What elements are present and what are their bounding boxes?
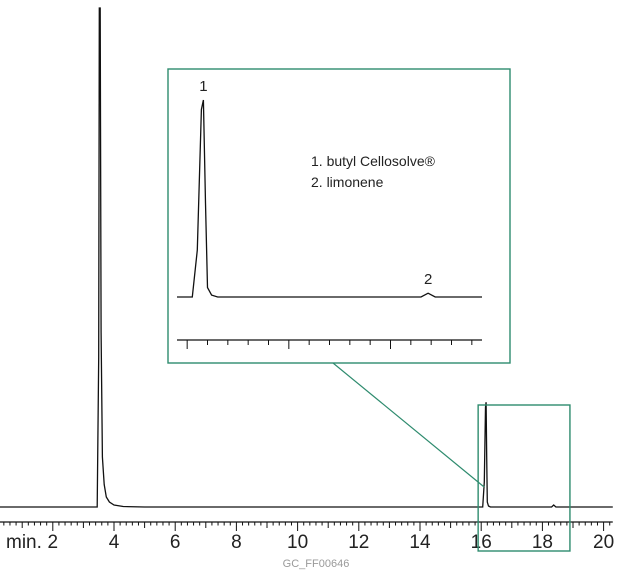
zoom-region-box xyxy=(477,404,571,552)
x-tick-label: 2 xyxy=(48,532,59,553)
inset-axis-ticks xyxy=(186,340,473,349)
x-axis-label: min. xyxy=(6,532,42,553)
legend-entry-1: 1. butyl Cellosolve® xyxy=(311,153,436,169)
x-tick-label: 10 xyxy=(287,532,308,553)
peak-label: 2 xyxy=(424,271,432,288)
x-axis-ticks xyxy=(3,522,611,531)
x-tick-label: 14 xyxy=(409,532,431,553)
x-tick-label: 16 xyxy=(471,532,492,553)
zoom-connector-line xyxy=(332,362,485,488)
figure-code: GC_FF00646 xyxy=(283,558,350,570)
x-tick-label: 12 xyxy=(348,532,369,553)
legend-entry-2: 2. limonene xyxy=(311,174,384,190)
inset-trace xyxy=(177,99,482,298)
x-axis-tick-labels: 2 4 6 8 10 12 14 16 18 20 xyxy=(48,532,615,553)
peak-label: 1 xyxy=(199,78,207,95)
x-tick-label: 4 xyxy=(109,532,120,553)
inset-peak-labels: 12 xyxy=(199,78,432,288)
x-tick-label: 20 xyxy=(593,532,614,553)
x-tick-label: 8 xyxy=(231,532,242,553)
inset-panel xyxy=(167,68,511,364)
x-tick-label: 18 xyxy=(532,532,553,553)
x-tick-label: 6 xyxy=(170,532,181,553)
